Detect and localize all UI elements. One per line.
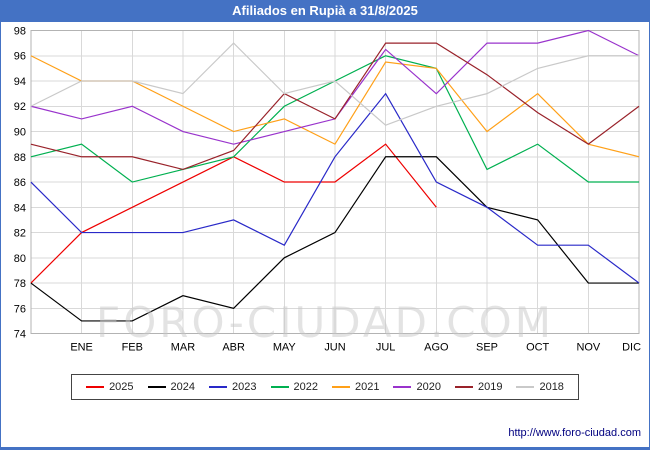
- x-tick-label: JUL: [376, 342, 395, 354]
- y-tick-label: 96: [14, 51, 26, 63]
- legend-item-2021: 2021: [332, 381, 379, 393]
- y-tick-label: 78: [14, 278, 26, 290]
- series-line-2019: [30, 42, 640, 171]
- legend-wrap: 2025 2024 2023 2022 2021 2020 2019 2018: [1, 374, 649, 400]
- x-tick-label: ENE: [70, 342, 93, 354]
- series-line-2018: [30, 42, 640, 126]
- y-tick-label: 76: [14, 303, 26, 315]
- y-tick-label: 94: [14, 76, 26, 88]
- x-tick-label: DIC: [622, 342, 641, 354]
- series-line-2023: [30, 92, 640, 284]
- x-tick-label: SEP: [476, 342, 498, 354]
- legend-label-2018: 2018: [539, 381, 564, 393]
- legend-label-2020: 2020: [416, 381, 441, 393]
- x-tick-label: OCT: [526, 342, 549, 354]
- y-tick-label: 80: [14, 253, 26, 265]
- legend-label-2019: 2019: [477, 381, 503, 393]
- legend-item-2022: 2022: [270, 381, 318, 393]
- legend-swatch-2020: [393, 386, 412, 388]
- y-tick-label: 88: [14, 152, 26, 164]
- legend-label-2024: 2024: [170, 381, 196, 393]
- legend-swatch-2024: [147, 386, 166, 388]
- legend-swatch-2018: [516, 386, 535, 388]
- legend-item-2023: 2023: [209, 381, 257, 393]
- x-tick-label: FEB: [122, 342, 143, 354]
- series-line-2024: [30, 156, 640, 322]
- x-tick-label: ABR: [222, 342, 245, 354]
- page-title: Afiliados en Rupià a 31/8/2025: [232, 3, 418, 18]
- affiliation-line-chart: 74 76 78 80 82 84 86 88 90 92 94 96 98 ENE FEB MAR ABR MA…: [14, 25, 641, 354]
- legend-label-2022: 2022: [293, 381, 318, 393]
- chart-area: 74 76 78 80 82 84 86 88 90 92 94 96 98 ENE FEB MAR ABR MA…: [1, 22, 649, 364]
- legend-item-2018: 2018: [516, 381, 564, 393]
- title-bar: Afiliados en Rupià a 31/8/2025: [1, 0, 649, 22]
- y-tick-label: 90: [14, 127, 26, 139]
- x-tick-label: AGO: [424, 342, 448, 354]
- legend-label-2021: 2021: [355, 381, 380, 393]
- legend-item-2024: 2024: [147, 381, 196, 393]
- legend-swatch-2025: [86, 386, 105, 388]
- legend-label-2023: 2023: [232, 381, 257, 393]
- x-tick-label: JUN: [324, 342, 345, 354]
- x-tick-label: MAR: [171, 342, 195, 354]
- y-tick-label: 92: [14, 101, 26, 113]
- legend-item-2025: 2025: [86, 381, 134, 393]
- y-tick-label: 82: [14, 228, 26, 240]
- legend: 2025 2024 2023 2022 2021 2020 2019 2018: [71, 374, 579, 400]
- y-tick-label: 86: [14, 177, 26, 189]
- legend-label-2025: 2025: [109, 381, 134, 393]
- x-tick-label: NOV: [576, 342, 600, 354]
- legend-swatch-2021: [332, 386, 350, 388]
- y-tick-label: 74: [14, 329, 26, 341]
- legend-swatch-2022: [270, 386, 289, 388]
- x-tick-label: MAY: [273, 342, 297, 354]
- legend-item-2020: 2020: [393, 381, 441, 393]
- y-tick-label: 98: [14, 25, 26, 37]
- footer-link[interactable]: http://www.foro-ciudad.com: [508, 427, 641, 439]
- legend-swatch-2023: [209, 386, 228, 388]
- y-tick-label: 84: [14, 202, 26, 214]
- legend-item-2019: 2019: [454, 381, 503, 393]
- legend-swatch-2019: [454, 386, 473, 388]
